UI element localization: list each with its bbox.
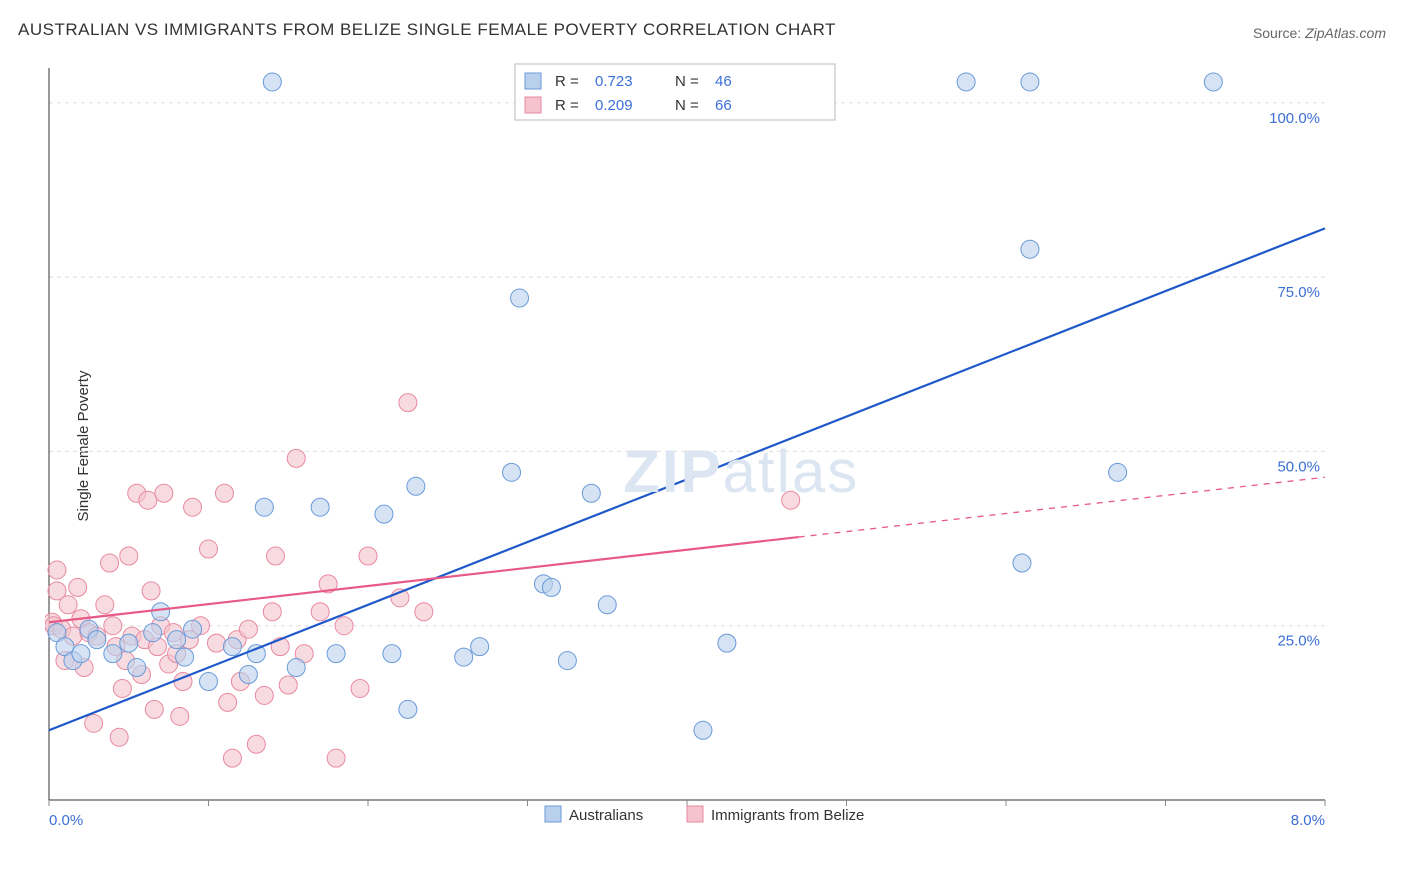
svg-text:0.0%: 0.0%	[49, 812, 83, 829]
svg-text:N =: N =	[675, 73, 699, 90]
source-attribution: Source: ZipAtlas.com	[1253, 25, 1386, 41]
svg-text:75.0%: 75.0%	[1277, 284, 1320, 301]
chart-container: 25.0% 50.0% 75.0% 100.0% 0.0% 8.0% R = 0.723 N =…	[45, 60, 1385, 840]
svg-text:25.0%: 25.0%	[1277, 633, 1320, 650]
svg-text:100.0%: 100.0%	[1269, 110, 1320, 127]
svg-text:0.209: 0.209	[595, 97, 633, 114]
svg-text:66: 66	[715, 97, 732, 114]
svg-text:R =: R =	[555, 97, 579, 114]
chart-title: AUSTRALIAN VS IMMIGRANTS FROM BELIZE SIN…	[18, 20, 836, 40]
svg-text:Immigrants from Belize: Immigrants from Belize	[711, 807, 864, 824]
svg-text:8.0%: 8.0%	[1291, 812, 1325, 829]
svg-text:Australians: Australians	[569, 807, 643, 824]
svg-text:0.723: 0.723	[595, 73, 633, 90]
scatter-chart: 25.0% 50.0% 75.0% 100.0% 0.0% 8.0% R = 0.723 N =…	[45, 60, 1385, 840]
svg-text:50.0%: 50.0%	[1277, 458, 1320, 475]
source-label: Source:	[1253, 25, 1305, 41]
svg-text:R =: R =	[555, 73, 579, 90]
source-link: ZipAtlas.com	[1305, 25, 1386, 41]
svg-text:46: 46	[715, 73, 732, 90]
svg-text:N =: N =	[675, 97, 699, 114]
